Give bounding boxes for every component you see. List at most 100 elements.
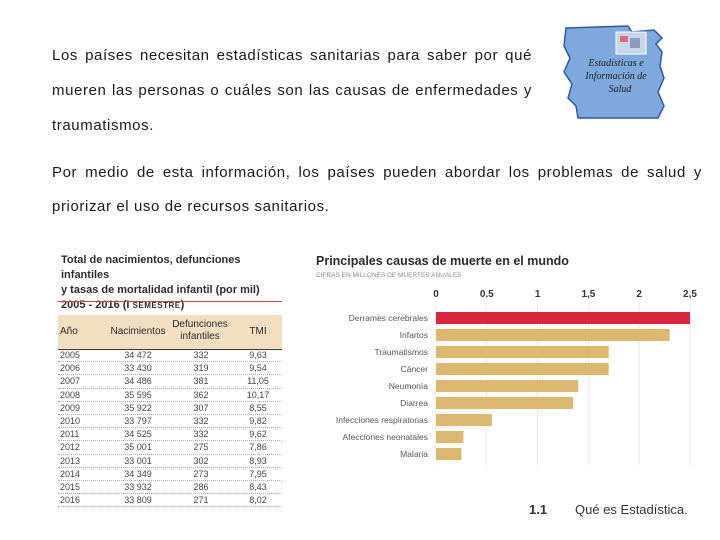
header-rate: TMI <box>249 326 267 337</box>
x-tick-label: 1 <box>535 289 541 300</box>
table-title-line-2: y tasas de mortalidad infantil (por mil) <box>61 284 260 296</box>
cell-deaths: 332 <box>193 429 209 440</box>
logo-text-line-1: Estadísticas e <box>587 58 644 69</box>
bar <box>436 397 574 409</box>
cell-year: 2005 <box>60 350 81 360</box>
cell-births: 34 486 <box>124 376 152 387</box>
cell-births: 33 809 <box>124 495 152 506</box>
cell-year: 2007 <box>60 376 81 387</box>
cell-deaths: 362 <box>193 389 209 400</box>
cell-deaths: 286 <box>193 481 209 492</box>
statistics-health-logo: Estadísticas e Información de Salud <box>563 25 665 119</box>
cell-year: 2006 <box>60 363 81 374</box>
causes-of-death-chart: Principales causas de muerte en el mundo… <box>316 254 697 465</box>
bar <box>436 414 492 426</box>
cell-rate: 7,95 <box>249 468 267 479</box>
cell-rate: 11,05 <box>247 376 269 387</box>
cell-rate: 8,55 <box>249 402 267 413</box>
x-tick-label: 2,5 <box>683 289 697 300</box>
cell-deaths: 307 <box>193 402 209 413</box>
category-label: Infecciones respiratorias <box>336 415 428 425</box>
logo-text-line-2: Información de <box>584 71 647 82</box>
chart-subtitle: CIFRAS EN MILLONES DE MUERTES ANUALES <box>316 272 462 279</box>
cell-deaths: 332 <box>193 350 209 360</box>
cell-rate: 8,02 <box>249 495 267 506</box>
cell-year: 2008 <box>60 389 81 400</box>
bar <box>436 312 690 324</box>
cell-deaths: 273 <box>193 468 209 479</box>
table-title: Total de nacimientos, defunciones infant… <box>61 253 291 313</box>
cell-deaths: 332 <box>193 415 209 426</box>
cell-year: 2011 <box>60 429 80 440</box>
x-tick-label: 0 <box>433 289 439 300</box>
cell-rate: 10,17 <box>246 389 270 400</box>
cell-births: 33 932 <box>124 481 152 492</box>
cell-year: 2010 <box>60 415 81 426</box>
table-divider <box>58 301 282 302</box>
table-title-line-3: 2005 - 2016 (I SEMESTRE) <box>61 299 185 311</box>
table-row: 2016 33 809 271 8,02 <box>58 494 282 508</box>
chart-title: Principales causas de muerte en el mundo <box>316 254 569 268</box>
category-label: Afecciones neonatales <box>342 432 428 442</box>
cell-births: 33 797 <box>124 415 152 426</box>
category-label: Cáncer <box>401 364 429 374</box>
cell-births: 35 922 <box>124 402 152 413</box>
table-row: 2012 35 001 275 7,86 <box>58 441 282 455</box>
cell-rate: 9,63 <box>249 350 267 360</box>
x-tick-label: 2 <box>636 289 642 300</box>
cell-year: 2009 <box>60 402 81 413</box>
table-row: 2007 34 486 381 11,05 <box>58 375 282 389</box>
x-tick-label: 1,5 <box>581 289 595 300</box>
cell-deaths: 381 <box>193 376 209 387</box>
cell-year: 2016 <box>60 495 81 506</box>
cell-year: 2015 <box>60 481 81 492</box>
table-row: 2014 34 349 273 7,95 <box>58 468 282 481</box>
cell-births: 34 349 <box>124 468 152 479</box>
cell-deaths: 302 <box>193 455 209 466</box>
cell-births: 33 430 <box>124 363 152 374</box>
table-row: 2006 33 430 319 9,54 <box>58 362 282 376</box>
table-row: 2015 33 932 286 8,43 <box>58 481 282 495</box>
bar <box>436 431 464 443</box>
cell-births: 33 001 <box>124 455 152 466</box>
logo-text-line-3: Salud <box>609 84 633 95</box>
cell-births: 34 472 <box>124 350 152 360</box>
cell-rate: 7,86 <box>249 442 267 453</box>
table-row: 2009 35 922 307 8,55 <box>58 402 282 415</box>
x-tick-label: 0.5 <box>480 289 494 300</box>
cell-deaths: 275 <box>193 442 209 453</box>
cell-rate: 9,82 <box>249 415 267 426</box>
bar <box>436 448 462 460</box>
category-label: Traumatismos <box>374 347 428 357</box>
category-label: Derrames cerebrales <box>349 313 428 323</box>
cell-births: 34 525 <box>124 429 152 440</box>
header-births: Nacimientos <box>110 326 166 337</box>
cell-year: 2014 <box>60 468 81 479</box>
cell-rate: 9,62 <box>249 429 267 440</box>
table-header: Año Nacimientos Defunciones infantiles T… <box>58 315 282 350</box>
section-number: 1.1 <box>529 502 548 517</box>
table-row: 2011 34 525 332 9,62 <box>58 428 282 442</box>
cell-births: 35 001 <box>124 442 152 453</box>
category-label: Malaria <box>400 449 428 459</box>
cell-births: 35 595 <box>124 389 152 400</box>
category-label: Infartos <box>400 330 428 340</box>
bar <box>436 346 609 358</box>
cell-year: 2013 <box>60 455 81 466</box>
bar <box>436 363 609 375</box>
table-title-line-1: Total de nacimientos, defunciones infant… <box>61 254 241 281</box>
table-row: 2008 35 595 362 10,17 <box>58 389 282 402</box>
table-row: 2005 34 472 332 9,63 <box>58 349 282 363</box>
bar <box>436 380 579 392</box>
cell-rate: 8,93 <box>249 455 267 466</box>
bar <box>436 329 670 341</box>
section-title: Qué es Estadística. <box>575 502 688 517</box>
table-body: 2005 34 472 332 9,63 2006 33 430 319 9,54 2007 34… <box>58 349 282 508</box>
cell-deaths: 271 <box>193 495 209 506</box>
category-label: Neumonía <box>389 381 428 391</box>
header-deaths: Defunciones infantiles <box>172 319 228 342</box>
cell-rate: 9,54 <box>249 363 267 374</box>
category-label: Diarrea <box>400 398 428 408</box>
header-year: Año <box>60 326 78 337</box>
table-row: 2013 33 001 302 8,93 <box>58 455 282 468</box>
